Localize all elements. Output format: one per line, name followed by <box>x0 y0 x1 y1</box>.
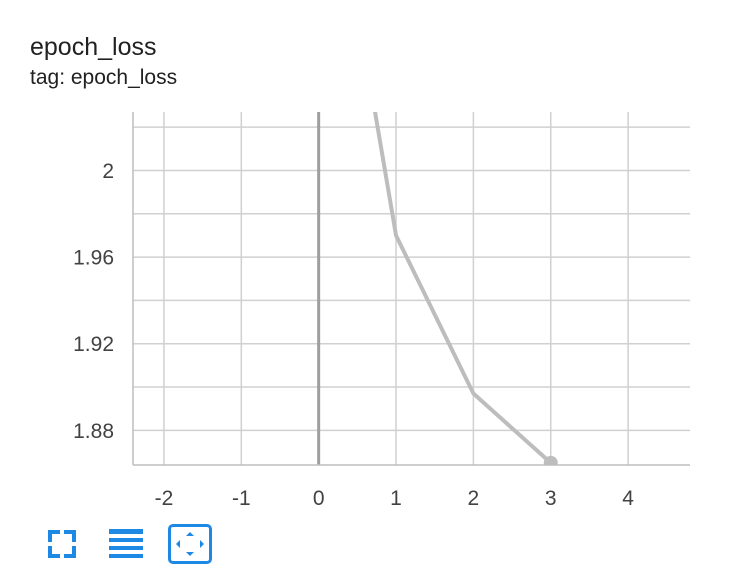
chart-tag-subtitle: tag: epoch_loss <box>30 66 178 89</box>
x-tick-label: -1 <box>232 487 251 510</box>
x-tick-label: 1 <box>390 487 402 510</box>
series-last-point <box>543 455 558 465</box>
series-layer <box>373 112 558 465</box>
line-chart: -2 -1 0 1 2 3 4 1.88 1.92 1.96 2 <box>73 112 690 510</box>
fullscreen-icon <box>48 530 76 558</box>
y-tick-label: 1.96 <box>73 247 114 270</box>
y-tick-label: 1.92 <box>73 333 114 356</box>
x-tick-label: 0 <box>313 487 325 510</box>
log-scale-toggle-button[interactable] <box>104 524 148 564</box>
toggle-log-scale-icon <box>109 529 143 558</box>
tick-labels: -2 -1 0 1 2 3 4 1.88 1.92 1.96 2 <box>73 160 634 510</box>
x-tick-label: 4 <box>622 487 634 510</box>
x-tick-label: 2 <box>468 487 480 510</box>
fit-domain-button[interactable] <box>168 524 212 564</box>
chart-grid <box>133 112 690 465</box>
series-line <box>373 112 553 465</box>
fullscreen-button[interactable] <box>40 524 84 564</box>
y-tick-label: 2 <box>102 160 114 183</box>
fit-domain-icon <box>176 532 204 556</box>
x-tick-label: -2 <box>155 487 174 510</box>
x-tick-label: 3 <box>545 487 557 510</box>
y-tick-label: 1.88 <box>73 420 114 443</box>
chart-axes <box>132 112 690 466</box>
chart-title: epoch_loss <box>30 33 157 61</box>
